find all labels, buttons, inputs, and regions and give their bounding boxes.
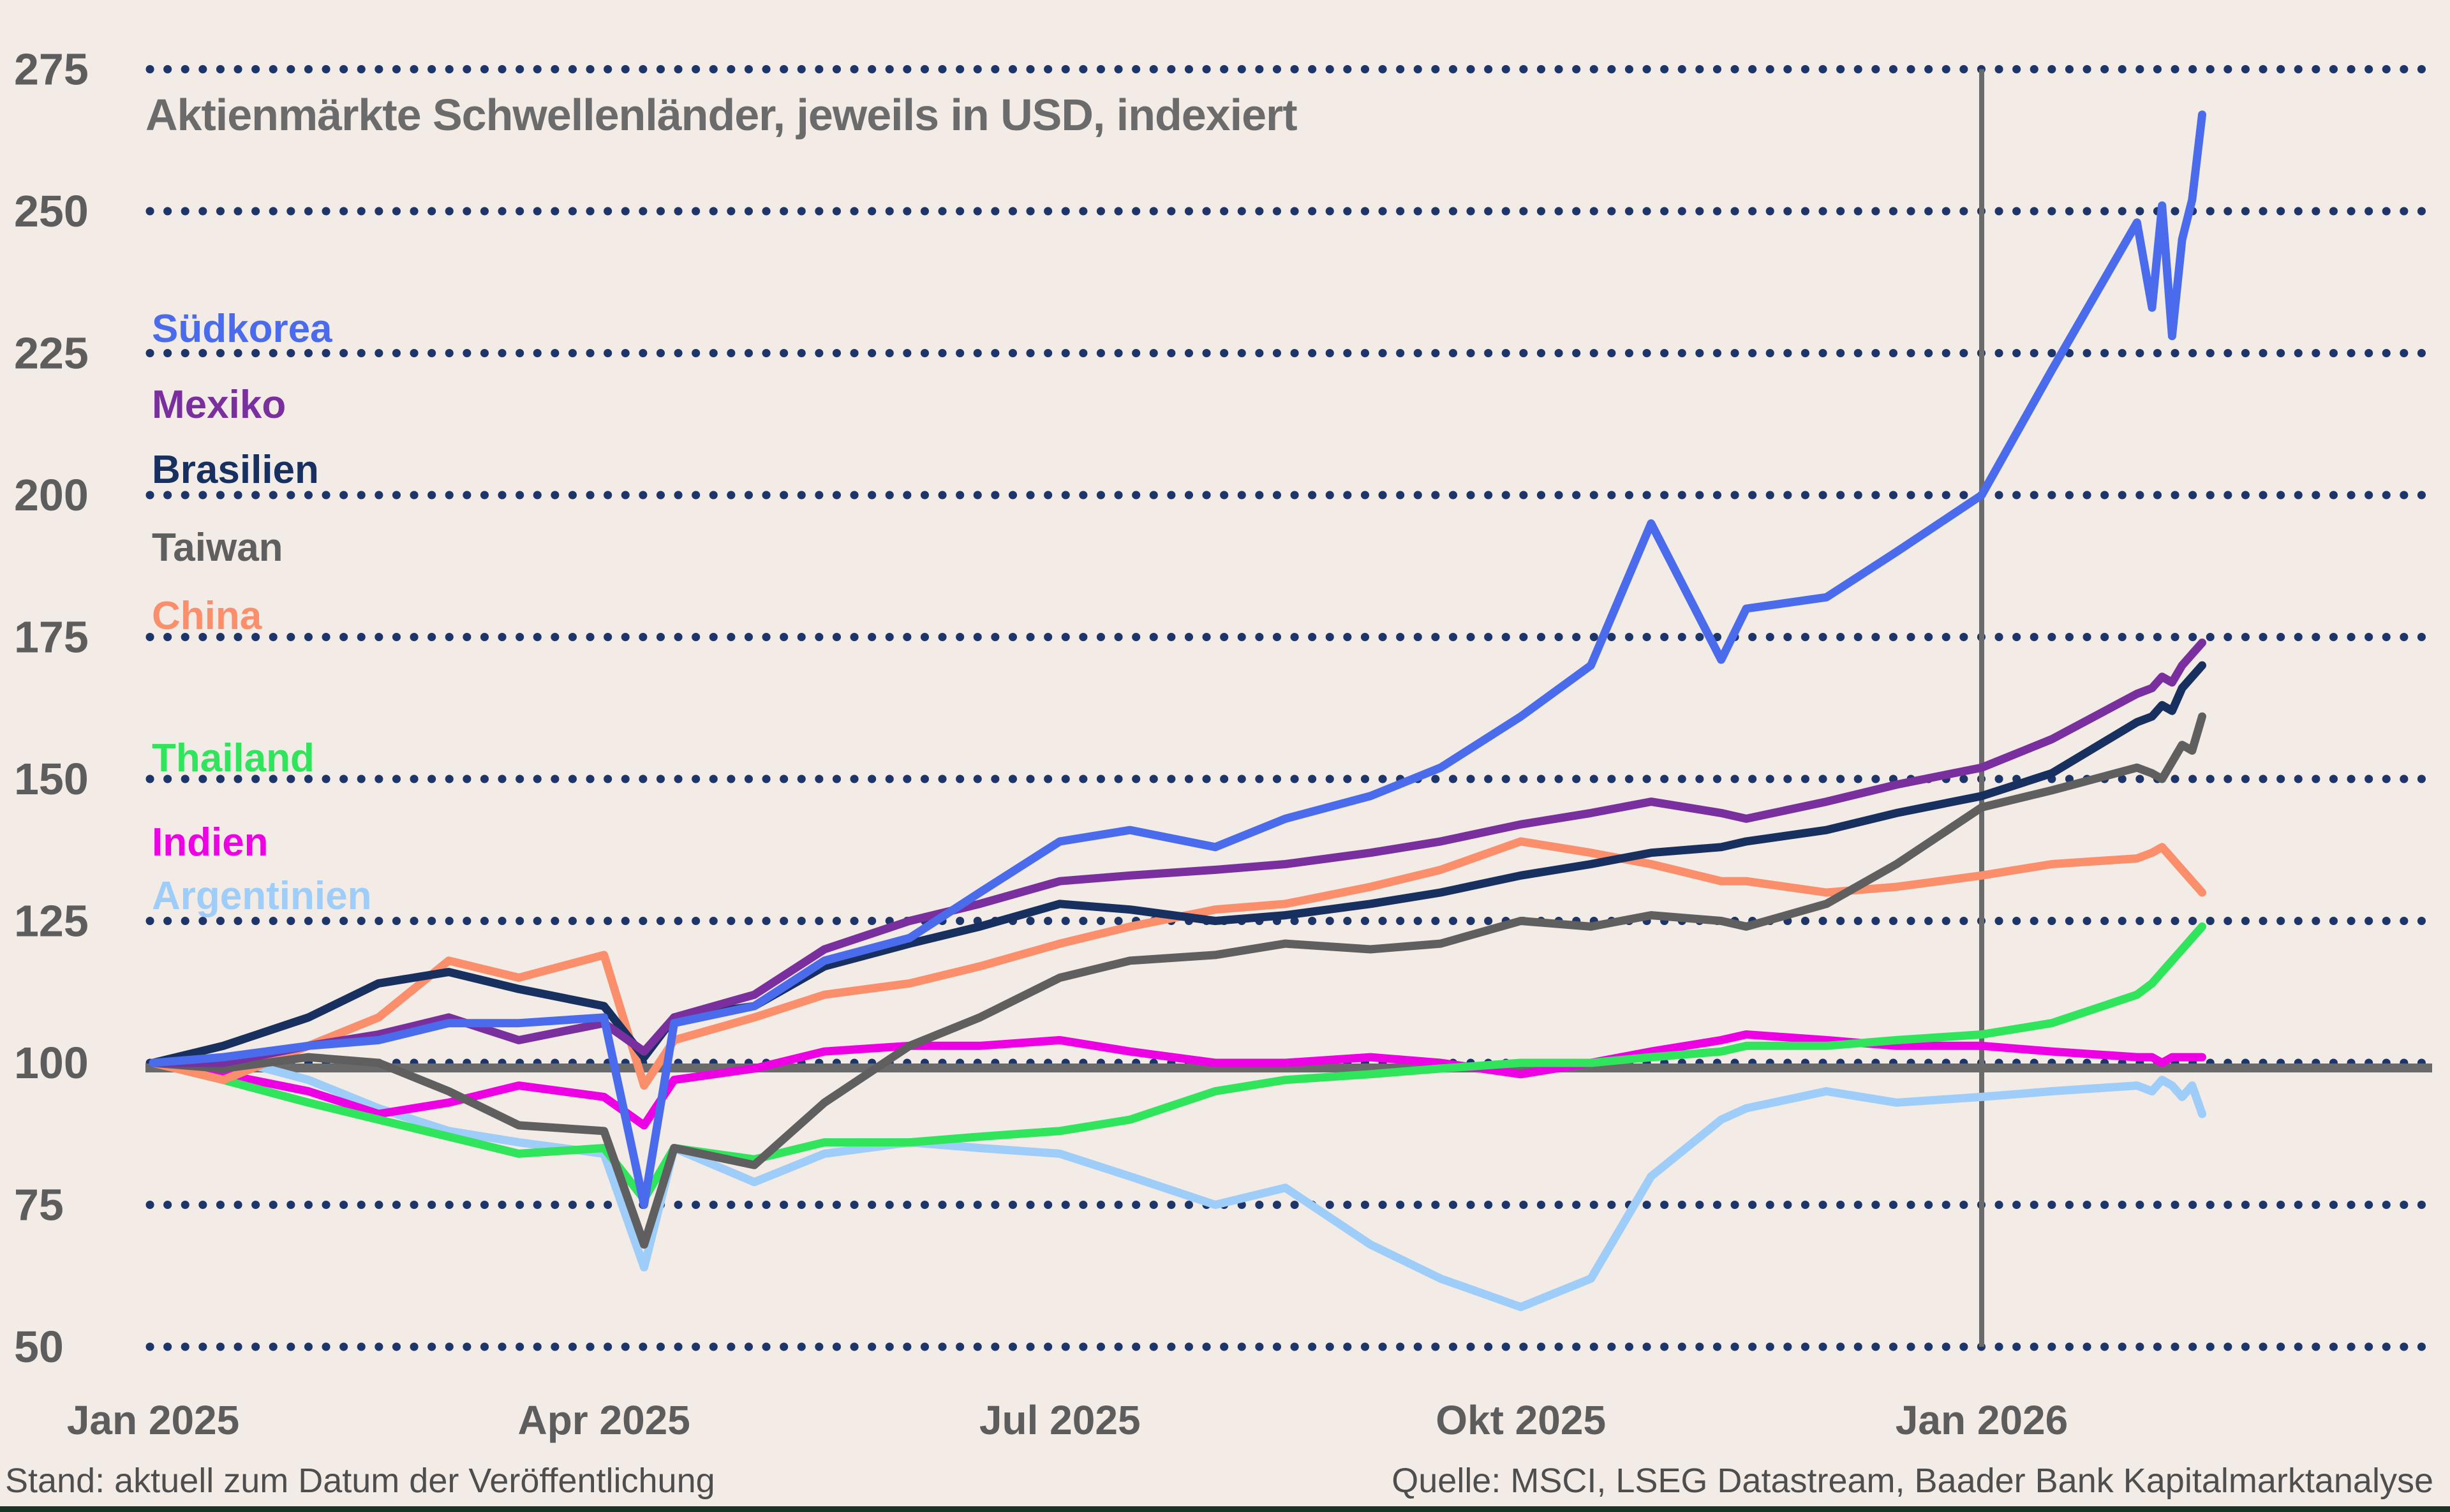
series-line-brasilien	[149, 661, 2206, 1067]
source-note: Quelle: MSCI, LSEG Datastream, Baader Ba…	[1392, 1462, 2433, 1500]
legend-label-sudkorea: Südkorea	[152, 307, 332, 351]
legend-label-brasilien: Brasilien	[152, 448, 319, 492]
y-tick-label-75: 75	[14, 1180, 64, 1230]
series-line-china	[149, 837, 2206, 1090]
legend-label-mexiko: Mexiko	[152, 383, 286, 427]
y-tick-label-125: 125	[14, 896, 89, 946]
legend-label-thailand: Thailand	[152, 736, 315, 780]
series-line-indien	[149, 1030, 2206, 1130]
y-tick-label-175: 175	[14, 612, 89, 662]
x-tick-label-jul-2025: Jul 2025	[979, 1397, 1141, 1443]
legend-label-taiwan: Taiwan	[152, 526, 283, 570]
series-line-sudkorea	[149, 110, 2206, 1209]
y-tick-label-50: 50	[14, 1322, 64, 1372]
y-tick-label-200: 200	[14, 470, 89, 520]
y-tick-label-100: 100	[14, 1038, 89, 1088]
chart-title: Aktienmärkte Schwellenländer, jeweils in…	[145, 90, 1298, 140]
y-tick-label-250: 250	[14, 186, 89, 236]
series-line-mexiko	[149, 638, 2206, 1067]
y-tick-label-275: 275	[14, 45, 89, 94]
x-tick-label-jan-2026: Jan 2026	[1896, 1397, 2068, 1443]
y-tick-label-225: 225	[14, 329, 89, 378]
footnote-left: Stand: aktuell zum Datum der Veröffentli…	[5, 1462, 715, 1500]
legend-label-indien: Indien	[152, 820, 269, 864]
legend-label-argentinien: Argentinien	[152, 874, 371, 918]
legend-label-china: China	[152, 594, 262, 638]
x-tick-label-apr-2025: Apr 2025	[517, 1397, 690, 1443]
bottom-accent-bar	[0, 1506, 2450, 1512]
x-tick-label-okt-2025: Okt 2025	[1436, 1397, 1606, 1443]
x-tick-label-jan-2025: Jan 2025	[67, 1397, 239, 1443]
series-line-taiwan	[149, 712, 2206, 1249]
y-tick-label-150: 150	[14, 754, 89, 804]
series-line-thailand	[149, 922, 2206, 1204]
